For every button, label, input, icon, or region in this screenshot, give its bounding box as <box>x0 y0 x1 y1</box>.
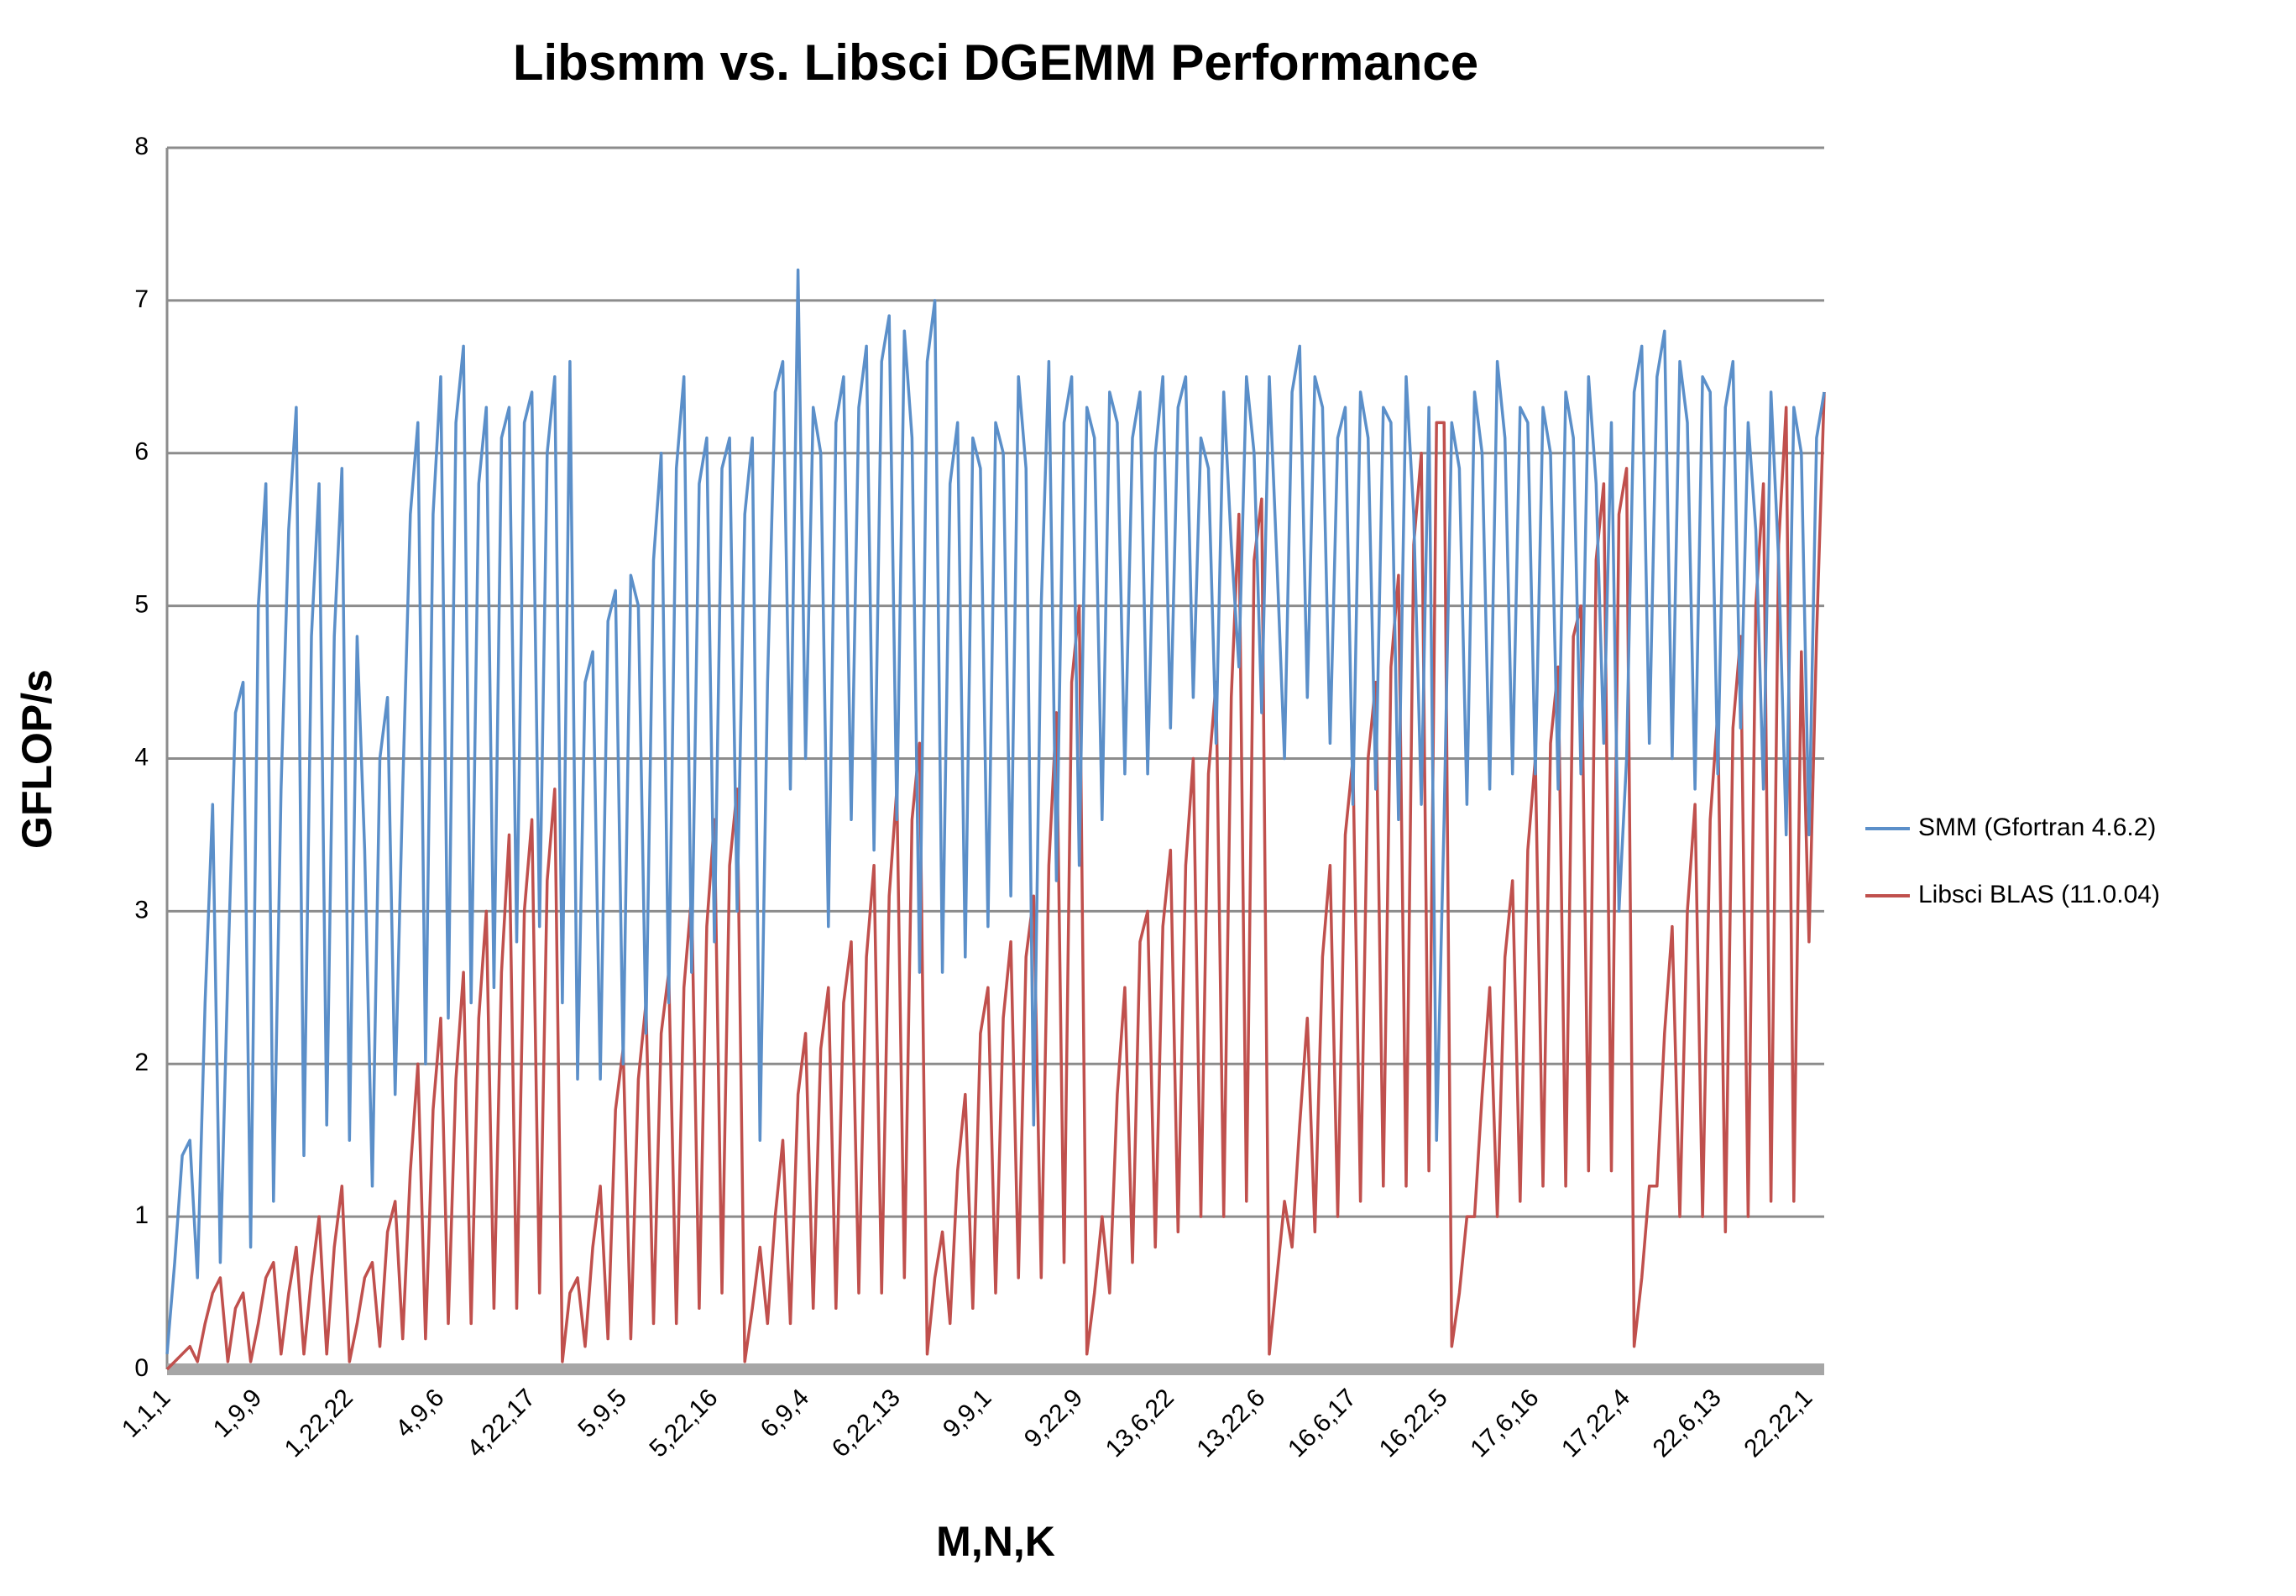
y-tick-label: 3 <box>134 896 149 924</box>
x-tick-label: 4,9,6 <box>390 1384 450 1443</box>
x-tick-label: 16,22,5 <box>1374 1384 1453 1463</box>
x-tick-label: 13,22,6 <box>1191 1384 1270 1463</box>
x-tick-label: 5,22,16 <box>644 1384 723 1463</box>
x-tick-label: 6,9,4 <box>756 1384 815 1443</box>
y-tick-label: 2 <box>134 1049 149 1076</box>
legend-label: Libsci BLAS (11.0.04) <box>1918 881 2160 908</box>
y-tick-label: 5 <box>134 591 149 619</box>
x-axis <box>167 1363 1824 1375</box>
chart-title: Libsmm vs. Libsci DGEMM Performance <box>513 34 1478 91</box>
x-tick-label: 13,6,22 <box>1101 1384 1179 1463</box>
x-tick-label: 5,9,5 <box>573 1384 632 1443</box>
legend-label: SMM (Gfortran 4.6.2) <box>1918 814 2156 841</box>
x-tick-label: 22,6,13 <box>1648 1384 1727 1463</box>
y-tick-label: 1 <box>134 1201 149 1229</box>
y-tick-label: 8 <box>134 133 149 160</box>
x-tick-label: 1,1,1 <box>117 1384 176 1443</box>
line-series <box>165 391 1826 1371</box>
x-axis-label: M,N,K <box>936 1518 1055 1565</box>
x-tick-label: 22,22,1 <box>1739 1384 1817 1463</box>
y-axis-label: GFLOP/s <box>13 669 60 849</box>
y-tick-label: 0 <box>134 1354 149 1382</box>
x-tick-label: 9,9,1 <box>938 1384 997 1443</box>
y-tick-label: 6 <box>134 438 149 466</box>
x-tick-label: 17,6,16 <box>1465 1384 1544 1463</box>
y-tick-label: 4 <box>134 743 149 771</box>
x-tick-label: 4,22,17 <box>462 1384 541 1463</box>
y-tick-label: 7 <box>134 285 149 313</box>
x-tick-label: 16,6,17 <box>1283 1384 1362 1463</box>
x-tick-label: 9,22,9 <box>1019 1384 1088 1452</box>
x-tick-label: 1,22,22 <box>280 1384 358 1463</box>
x-tick-label: 1,9,9 <box>208 1384 268 1443</box>
x-tick-label: 6,22,13 <box>827 1384 906 1463</box>
x-tick-label: 17,22,4 <box>1556 1384 1635 1463</box>
line-series <box>165 268 1826 1354</box>
